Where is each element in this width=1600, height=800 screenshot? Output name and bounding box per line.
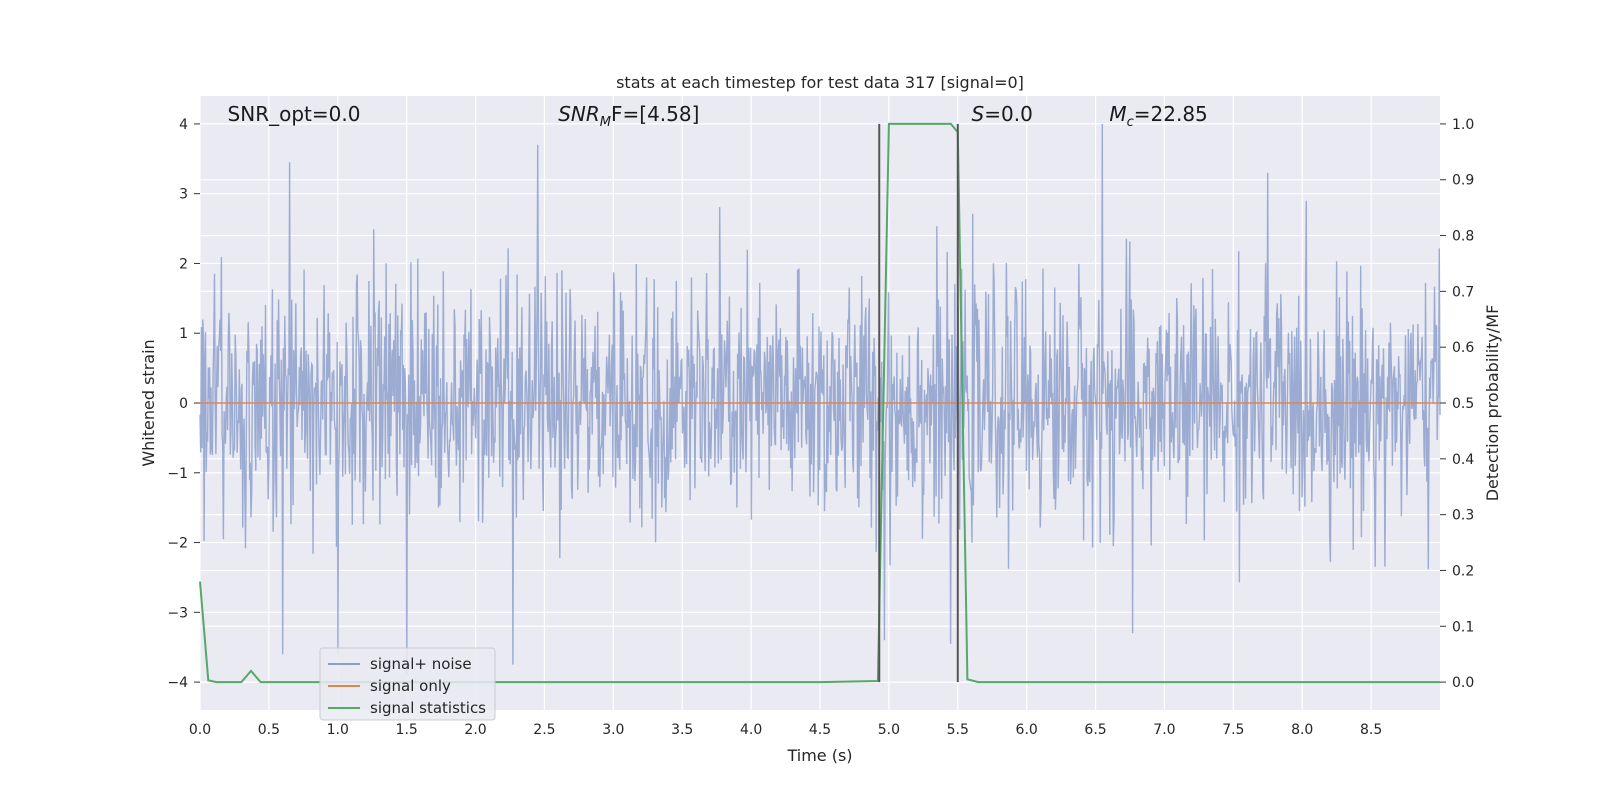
y-tick-label-left: 4	[179, 117, 188, 133]
legend-box	[319, 647, 496, 721]
x-tick-label: 5.5	[947, 722, 969, 738]
x-tick-label: 8.0	[1291, 722, 1313, 738]
y-tick-label-left: −3	[167, 605, 188, 621]
annotation-snr_mf: SNRMF=[4.58]	[558, 102, 699, 130]
y-tick-label-left: −4	[167, 675, 188, 691]
x-axis-label: Time (s)	[786, 746, 852, 765]
x-tick-label: 1.5	[396, 722, 418, 738]
legend-label: signal only	[370, 677, 451, 695]
y-tick-label-right: 0.3	[1452, 508, 1474, 524]
y-tick-label-left: 0	[179, 396, 188, 412]
data-layer	[199, 122, 1441, 684]
vertical-markers	[878, 123, 959, 683]
x-tick-label: 3.0	[602, 722, 624, 738]
x-tick-label: 0.5	[258, 722, 280, 738]
y-tick-label-right: 0.5	[1452, 396, 1474, 412]
x-tick-label: 6.0	[1016, 722, 1038, 738]
annotation-snr_opt: SNR_opt=0.0	[228, 102, 361, 126]
y-tick-label-right: 0.6	[1452, 340, 1474, 356]
annotation-s: S=0.0	[972, 102, 1033, 126]
y-tick-label-right: 0.8	[1452, 229, 1474, 245]
x-tick-label: 4.5	[809, 722, 831, 738]
axes: 0.0 0.5 1.0 1.5 2.0 2.5 3.0 3.5 4.0 4.5 5.0 5.5 6.0 6…	[167, 117, 1474, 738]
x-tick-label: 6.5	[1084, 722, 1106, 738]
y-tick-label-right: 0.2	[1452, 563, 1474, 579]
y-tick-label-right: 1.0	[1452, 117, 1474, 133]
y-tick-label-left: 3	[179, 187, 188, 203]
y-axis-label-left: Whitened strain	[139, 339, 158, 466]
x-tick-label: 3.5	[671, 722, 693, 738]
y-tick-label-right: 0.9	[1452, 173, 1474, 189]
y-tick-label-left: 2	[179, 256, 188, 272]
x-tick-label: 5.0	[878, 722, 900, 738]
x-tick-label: 4.0	[740, 722, 762, 738]
legend: signal+ noise signal only signal statistic…	[319, 647, 496, 721]
y-axis-label-right: Detection probability/MF	[1483, 305, 1502, 502]
chart-title: stats at each timestep for test data 317…	[616, 73, 1024, 92]
x-tick-label: 7.0	[1153, 722, 1175, 738]
x-tick-label: 8.5	[1360, 722, 1382, 738]
legend-label: signal+ noise	[370, 655, 472, 673]
x-tick-label: 2.0	[464, 722, 486, 738]
x-tick-label: 2.5	[533, 722, 555, 738]
y-tick-label-right: 0.7	[1452, 284, 1474, 300]
legend-label: signal statistics	[370, 699, 486, 717]
y-tick-label-right: 0.0	[1452, 675, 1474, 691]
y-tick-label-right: 0.1	[1452, 619, 1474, 635]
x-tick-label: 1.0	[327, 722, 349, 738]
y-tick-label-left: −2	[167, 536, 188, 552]
x-tick-label: 0.0	[189, 722, 211, 738]
y-tick-label-left: −1	[167, 466, 188, 482]
y-tick-label-right: 0.4	[1452, 452, 1474, 468]
series-signal-plus-noise	[199, 123, 1441, 676]
x-tick-label: 7.5	[1222, 722, 1244, 738]
annotation-mc: Mc=22.85	[1109, 102, 1207, 130]
series-signal-statistics	[199, 122, 1440, 684]
annotations: SNR_opt=0.0 SNRMF=[4.58] S=0.0 Mc=22.85	[228, 102, 1208, 130]
y-tick-label-left: 1	[179, 326, 188, 342]
